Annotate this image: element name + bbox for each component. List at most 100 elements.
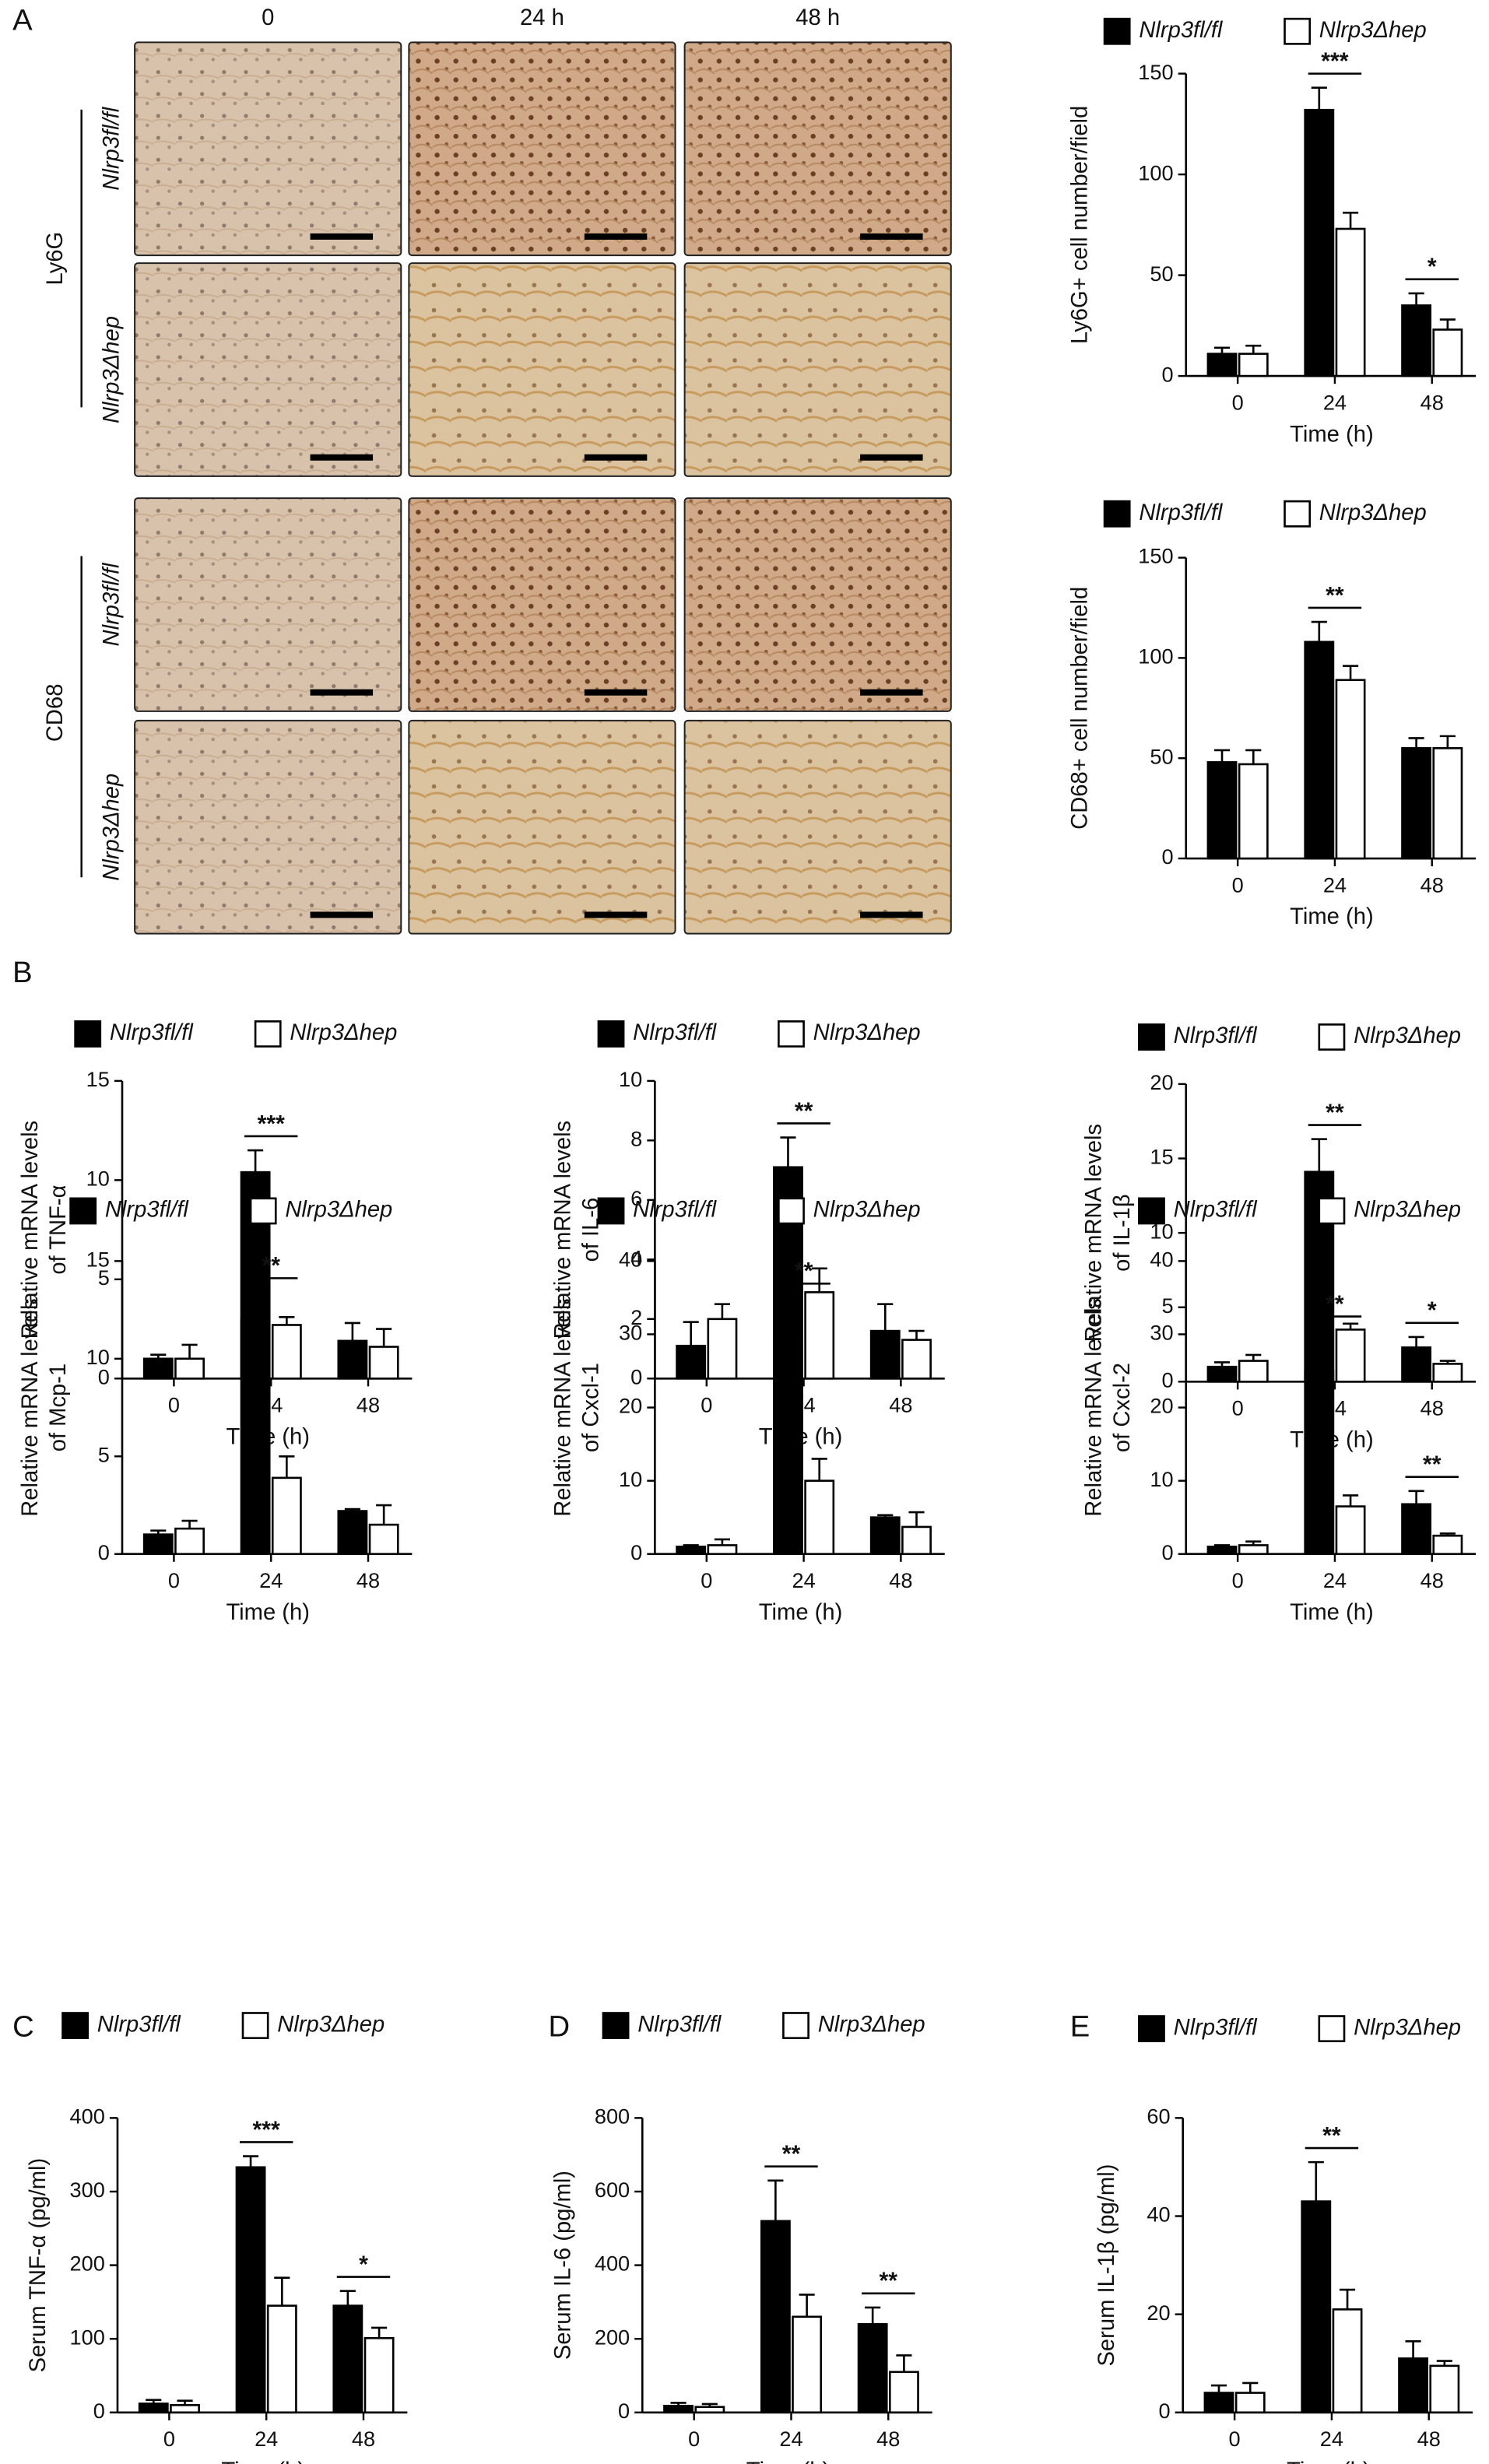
- scale-bar: [310, 689, 374, 696]
- x-axis-label: Time (h): [1290, 422, 1374, 447]
- bar: [368, 1523, 399, 1556]
- y-axis-label: Relative mRNA levels: [18, 1298, 43, 1516]
- y-tick-label: 600: [595, 2178, 630, 2202]
- legend-label: Nlrp3Δhep: [1319, 500, 1427, 525]
- y-tick-label: 0: [98, 1364, 110, 1388]
- y-tick-label: 60: [1147, 2104, 1170, 2129]
- column-header: 24 h: [520, 5, 564, 30]
- bar: [266, 2304, 297, 2414]
- bar: [1304, 641, 1335, 860]
- legend-label: Nlrp3fl/fl: [1174, 1198, 1259, 1223]
- micrograph: [134, 719, 402, 935]
- bar: [901, 1339, 932, 1380]
- legend-swatch: [69, 1197, 97, 1225]
- y-tick-label: 5: [98, 1442, 110, 1466]
- bar: [1398, 2357, 1429, 2414]
- x-axis-label: Time (h): [1290, 1600, 1374, 1625]
- bar: [694, 2406, 725, 2414]
- scale-bar: [860, 233, 923, 240]
- panel-label: B: [12, 956, 33, 989]
- y-axis-label: CD68+ cell number/field: [1068, 587, 1093, 830]
- legend-label: Nlrp3fl/fl: [105, 1198, 190, 1223]
- x-tick-label: 0: [1232, 1568, 1244, 1592]
- bar: [1335, 1505, 1366, 1556]
- bar: [1206, 1365, 1238, 1383]
- bar: [663, 2404, 694, 2414]
- bar: [676, 1344, 707, 1380]
- stain-label: CD68: [43, 684, 68, 742]
- legend-label: Nlrp3fl/fl: [1174, 2015, 1259, 2040]
- y-axis-label: of TNF-α: [46, 1185, 71, 1274]
- x-tick-label: 48: [356, 1393, 380, 1417]
- y-tick-label: 150: [1138, 60, 1173, 84]
- micrograph: [683, 719, 952, 935]
- scale-bar: [860, 454, 923, 461]
- legend-swatch: [1138, 2015, 1165, 2043]
- bar: [1401, 1346, 1432, 1383]
- genotype-label: Nlrp3Δhep: [100, 774, 125, 881]
- significance-label: **: [795, 1258, 813, 1284]
- legend-swatch: [254, 1020, 282, 1048]
- bar: [901, 1525, 932, 1556]
- bar: [1206, 761, 1238, 860]
- y-tick-label: 20: [1150, 1070, 1173, 1094]
- y-tick-label: 5: [98, 1265, 110, 1290]
- legend-swatch: [1284, 17, 1312, 45]
- legend-label: Nlrp3Δhep: [1354, 2015, 1461, 2040]
- y-tick-label: 400: [595, 2252, 630, 2276]
- y-tick-label: 30: [619, 1321, 642, 1345]
- y-tick-label: 15: [86, 1248, 110, 1272]
- panel-label: A: [12, 3, 33, 37]
- column-header: 48 h: [795, 5, 840, 30]
- y-tick-label: 100: [70, 2325, 105, 2349]
- y-tick-label: 0: [618, 2399, 630, 2423]
- scale-bar: [584, 911, 648, 918]
- significance-label: **: [795, 1098, 813, 1124]
- bar: [869, 1516, 901, 1556]
- bar: [1238, 353, 1269, 377]
- bar: [1304, 108, 1335, 377]
- bar: [240, 1318, 271, 1556]
- bar: [707, 1544, 738, 1556]
- bar: [888, 2371, 919, 2414]
- y-tick-label: 0: [630, 1364, 642, 1388]
- legend-swatch: [1284, 500, 1312, 528]
- y-axis-label: Serum IL-1β (pg/ml): [1094, 2164, 1119, 2367]
- scale-bar: [860, 689, 923, 696]
- legend-label: Nlrp3Δhep: [1354, 1023, 1461, 1048]
- x-axis-label: Time (h): [746, 2459, 830, 2464]
- x-tick-label: 0: [163, 2427, 175, 2451]
- bar: [1401, 304, 1432, 377]
- bar: [271, 1324, 302, 1380]
- micrograph: [408, 41, 676, 257]
- legend-label: Nlrp3Δhep: [813, 1198, 921, 1223]
- y-axis-label: of Cxcl-1: [579, 1363, 604, 1452]
- x-tick-label: 24: [1323, 872, 1347, 897]
- y-tick-label: 40: [1150, 1248, 1173, 1272]
- chart: 0 5 10 15 0 24 48 Nlrp3fl/fl Nlrp3Δhep ** Time (h)…: [18, 1197, 413, 1625]
- bar: [337, 1339, 368, 1380]
- y-tick-label: 20: [1147, 2301, 1170, 2325]
- y-tick-label: 400: [70, 2104, 105, 2129]
- y-axis-label: of Cxcl-2: [1110, 1363, 1135, 1452]
- y-tick-label: 100: [1138, 644, 1173, 669]
- legend-swatch: [61, 2012, 90, 2040]
- chart: 0 10 20 30 40 0 24 48 Nlrp3fl/fl Nlrp3Δhep ** ** Tim…: [1082, 1197, 1477, 1625]
- y-tick-label: 200: [595, 2325, 630, 2349]
- x-tick-label: 0: [701, 1568, 712, 1592]
- bar: [869, 1329, 901, 1380]
- bar: [142, 1533, 174, 1556]
- micrograph: [408, 719, 676, 935]
- scale-bar: [310, 454, 374, 461]
- bar: [1234, 2392, 1266, 2414]
- y-tick-label: 10: [86, 1345, 110, 1369]
- x-axis-label: Time (h): [1287, 2459, 1371, 2464]
- legend-label: Nlrp3Δhep: [1354, 1198, 1461, 1223]
- legend-swatch: [602, 2012, 630, 2040]
- bar: [1238, 1360, 1269, 1383]
- bar: [857, 2322, 888, 2414]
- significance-label: ***: [253, 2117, 280, 2143]
- legend-label: Nlrp3Δhep: [813, 1020, 921, 1045]
